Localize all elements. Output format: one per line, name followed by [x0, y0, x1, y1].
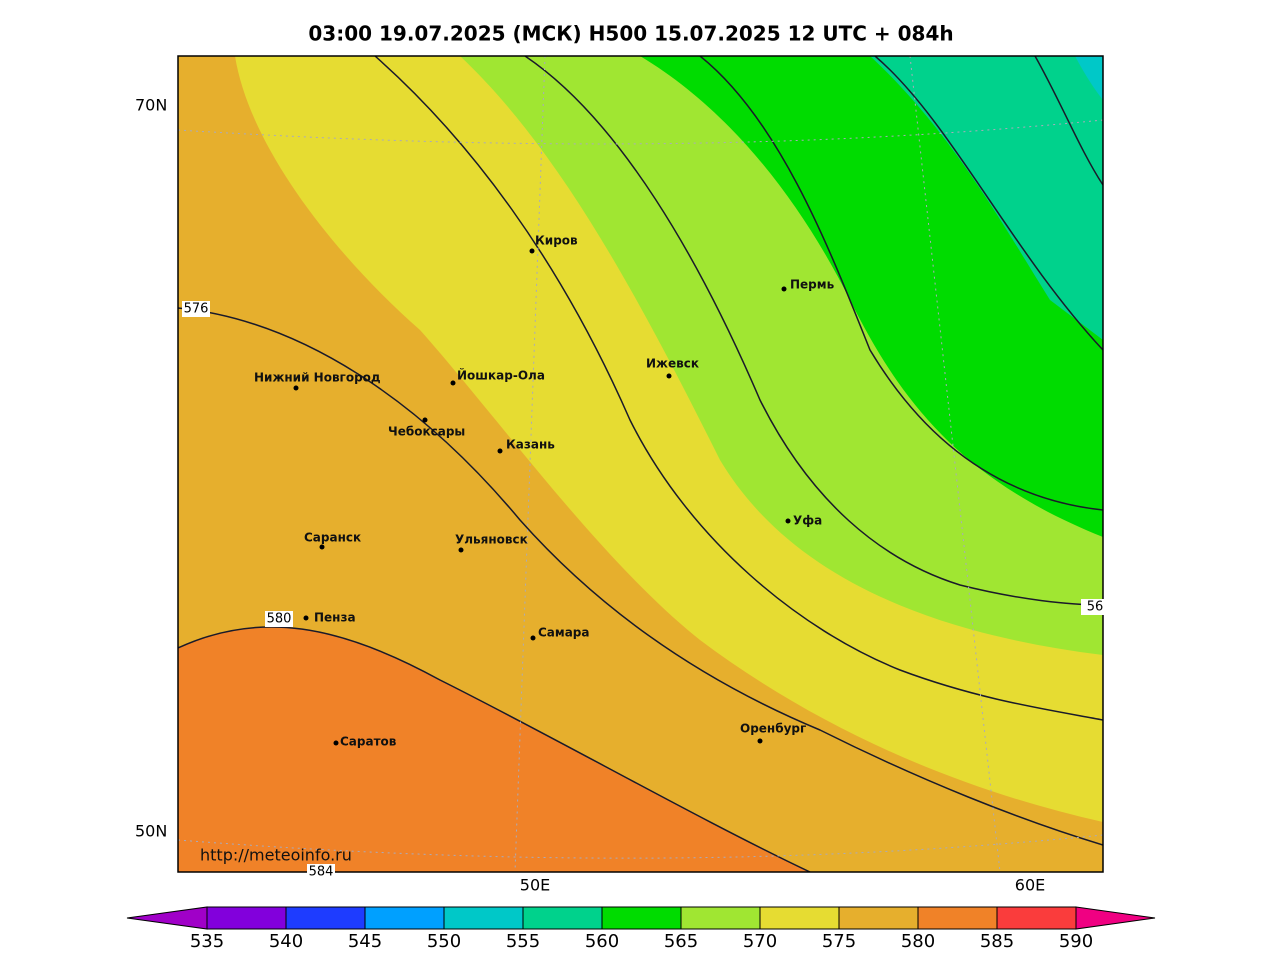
colorbar-label: 540 — [269, 931, 303, 952]
colorbar-label: 555 — [506, 931, 540, 952]
city-label: Киров — [535, 234, 578, 248]
contour-label: 584 — [309, 865, 334, 880]
colorbar-swatch — [680, 906, 761, 930]
colorbar-swatch — [285, 906, 366, 930]
city-dot — [497, 448, 503, 454]
colorbar-label: 535 — [190, 931, 224, 952]
contour — [699, 56, 1103, 511]
colorbar-label: 585 — [980, 931, 1014, 952]
city-label: Нижний Новгород — [254, 371, 381, 385]
contour — [178, 307, 1103, 846]
colorbar-label: 550 — [427, 931, 461, 952]
city-label: Казань — [506, 438, 555, 452]
city-label: Пенза — [314, 611, 356, 625]
city-label: Уфа — [793, 514, 822, 528]
colorbar-swatch — [364, 906, 445, 930]
grid-line — [178, 119, 1103, 145]
colorbar-label: 560 — [585, 931, 619, 952]
contour — [1034, 56, 1103, 186]
colorbar-label: 590 — [1059, 931, 1093, 952]
grid-line — [178, 834, 1103, 859]
city-dot — [757, 738, 763, 744]
lon-label: 50E — [520, 876, 550, 895]
city-label: Пермь — [790, 278, 835, 292]
colorbar-arrow — [126, 906, 208, 930]
grid-line — [909, 56, 1001, 872]
city-dot — [333, 740, 339, 746]
colorbar-swatch — [601, 906, 682, 930]
city-dot — [319, 544, 325, 550]
colorbar-label: 570 — [743, 931, 777, 952]
city-label: Саратов — [340, 735, 397, 749]
colorbar-swatch — [996, 906, 1077, 930]
colorbar-label: 580 — [901, 931, 935, 952]
source-url[interactable]: http://meteoinfo.ru — [200, 846, 352, 865]
city-dot — [785, 518, 791, 524]
city-dot — [458, 547, 464, 553]
contour — [374, 56, 1103, 721]
colorbar-label: 545 — [348, 931, 382, 952]
city-label: Ижевск — [646, 357, 699, 371]
city-label: Оренбург — [740, 722, 806, 736]
city-dot — [781, 286, 787, 292]
colorbar-arrow — [1075, 906, 1156, 930]
contour-label: 576 — [184, 302, 209, 317]
lat-label: 70N — [135, 96, 167, 115]
city-dot — [450, 380, 456, 386]
plot-frame — [177, 55, 1104, 873]
city-label: Самара — [538, 626, 590, 640]
title: 03:00 19.07.2025 (МСК) H500 15.07.2025 1… — [308, 22, 953, 46]
city-dot — [422, 417, 428, 423]
grid-line — [514, 56, 546, 872]
colorbar-label: 565 — [664, 931, 698, 952]
city-label: Йошкар-Ола — [457, 368, 545, 383]
height-bands — [178, 56, 1103, 872]
contour-label-bg — [265, 611, 293, 627]
contour-label: 580 — [267, 612, 292, 627]
city-dot — [293, 385, 299, 391]
colorbar: 535 540 545 550 555 560 565 570 575 580 585 590 — [126, 906, 1156, 952]
city-dot — [530, 635, 536, 641]
lat-label: 50N — [135, 822, 167, 841]
colorbar-swatch — [522, 906, 603, 930]
colorbar-swatch — [206, 906, 287, 930]
colorbar-swatch — [838, 906, 919, 930]
band — [178, 626, 810, 872]
city-label: Чебоксары — [388, 425, 465, 439]
contours — [178, 56, 1103, 872]
colorbar-swatch — [917, 906, 998, 930]
contour-label-bg — [307, 864, 335, 880]
colorbar-label: 575 — [822, 931, 856, 952]
city-dot — [666, 373, 672, 379]
city-dot — [303, 615, 309, 621]
lon-label: 60E — [1015, 876, 1045, 895]
contour-label-bg — [1081, 599, 1109, 615]
colorbar-swatch — [443, 906, 524, 930]
contour-label: 56 — [1087, 600, 1104, 615]
graticule — [178, 56, 1103, 872]
contour — [524, 56, 1103, 606]
city-label: Ульяновск — [455, 533, 528, 547]
city-label: Саранск — [304, 531, 361, 545]
city-dot — [529, 248, 535, 254]
colorbar-swatch — [759, 906, 840, 930]
contour — [874, 56, 1103, 351]
contour-label-bg — [182, 301, 210, 317]
